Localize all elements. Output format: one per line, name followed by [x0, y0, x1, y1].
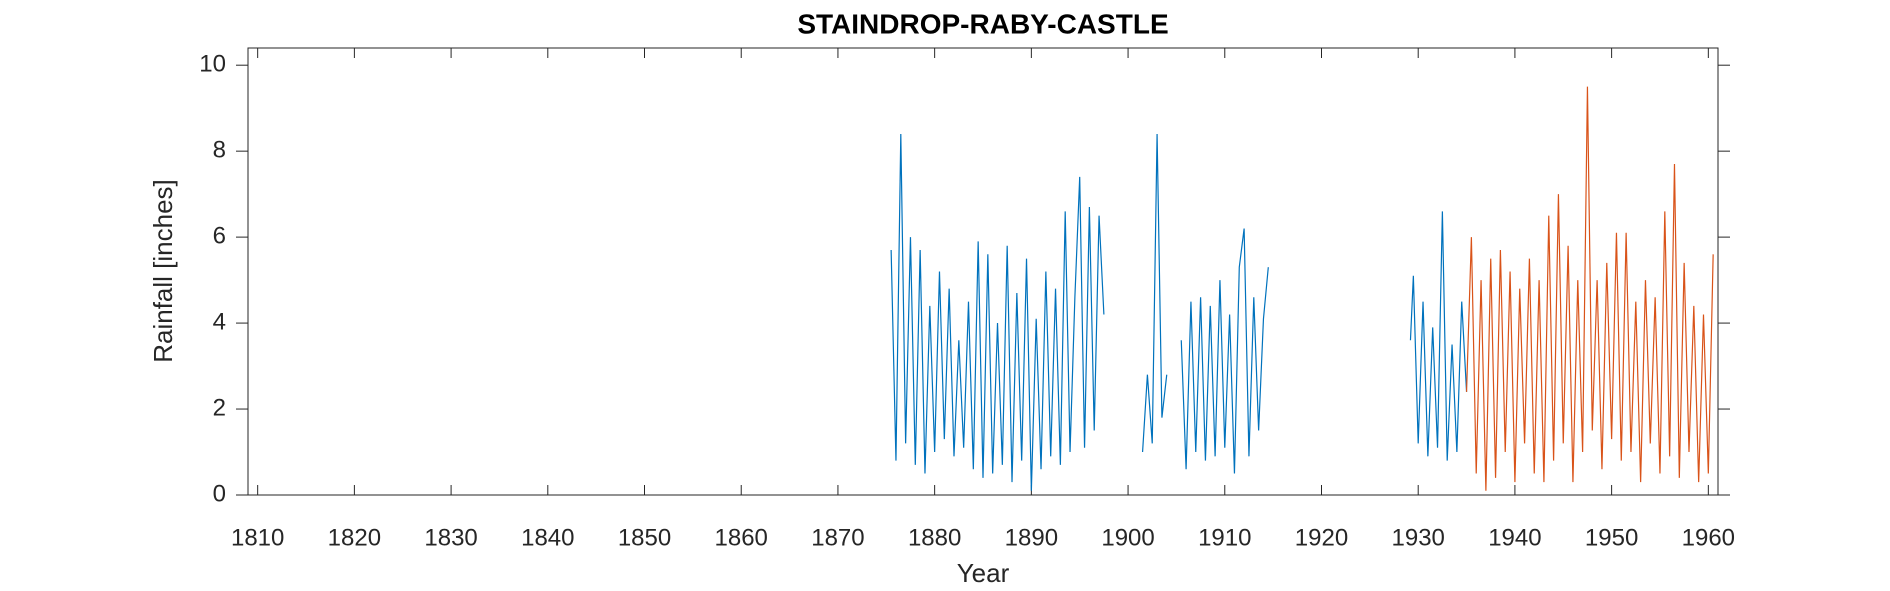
y-tick-label: 10 — [199, 51, 226, 78]
y-tick-label: 4 — [213, 308, 226, 335]
x-tick-label: 1840 — [521, 524, 574, 551]
y-tick-label: 6 — [213, 222, 226, 249]
x-tick-label: 1860 — [715, 524, 768, 551]
plot-area — [247, 47, 1719, 496]
x-tick-label: 1950 — [1585, 524, 1638, 551]
x-tick-label: 1910 — [1198, 524, 1251, 551]
y-tick-label: 8 — [213, 136, 226, 163]
x-tick-label: 1900 — [1101, 524, 1154, 551]
x-tick-label: 1830 — [424, 524, 477, 551]
chart-title: STAINDROP-RABY-CASTLE — [797, 8, 1168, 39]
x-tick-label: 1890 — [1005, 524, 1058, 551]
x-axis-label: Year — [957, 558, 1010, 588]
x-tick-label: 1940 — [1488, 524, 1541, 551]
x-tick-label: 1930 — [1392, 524, 1445, 551]
x-tick-label: 1870 — [811, 524, 864, 551]
x-tick-label: 1960 — [1682, 524, 1735, 551]
y-tick-label: 0 — [213, 480, 226, 507]
x-tick-label: 1850 — [618, 524, 671, 551]
x-tick-label: 1920 — [1295, 524, 1348, 551]
x-tick-label: 1810 — [231, 524, 284, 551]
x-tick-label: 1880 — [908, 524, 961, 551]
rainfall-line — [1465, 86, 1714, 491]
x-tick-label: 1820 — [328, 524, 381, 551]
y-axis-label: Rainfall [inches] — [148, 179, 178, 363]
rainfall-line — [890, 133, 1468, 491]
y-tick-label: 2 — [213, 394, 226, 421]
